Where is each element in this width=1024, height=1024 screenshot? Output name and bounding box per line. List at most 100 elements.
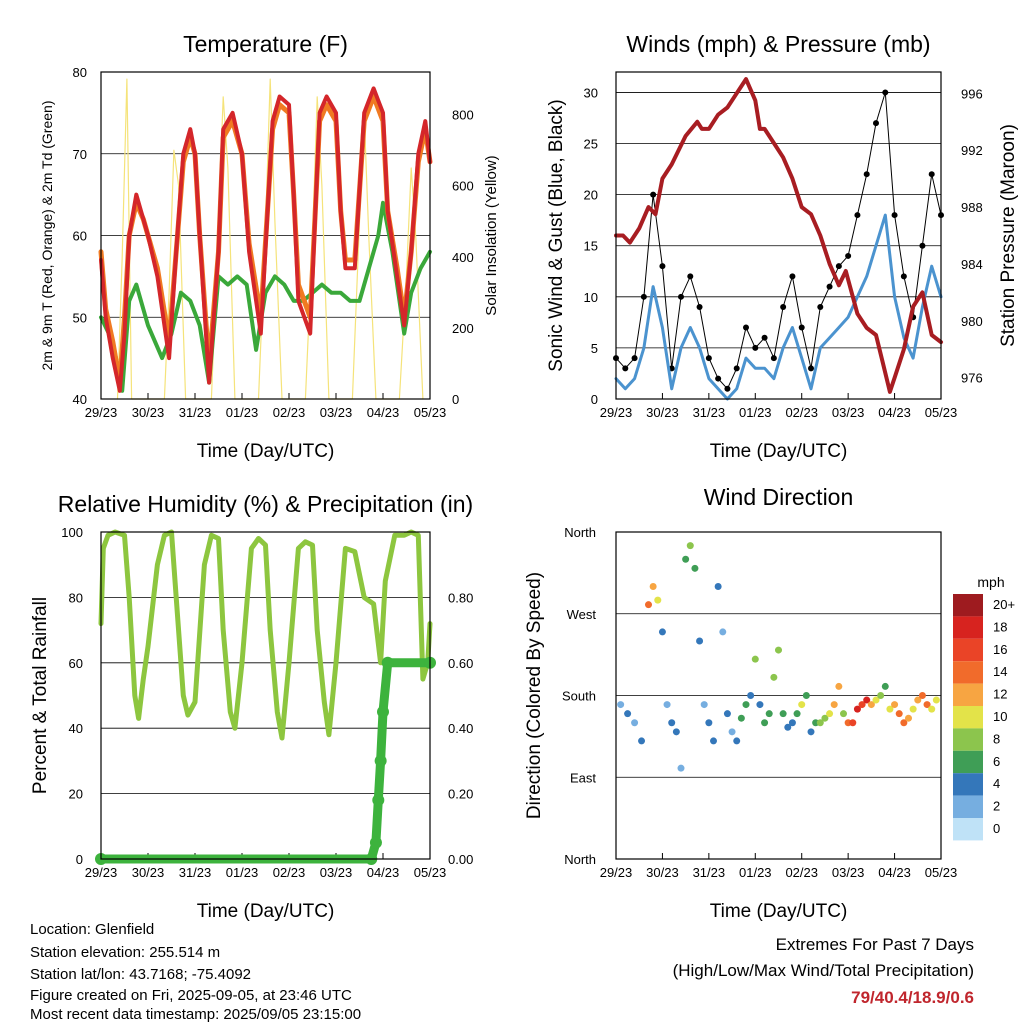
y-tick-label-humidity: 40 [69,721,83,736]
precipitation-point [381,656,394,669]
gust-line [615,91,942,390]
x-tick-label-winds: 29/23 [600,405,633,420]
direction-point [775,646,782,654]
direction-point [696,637,704,645]
colorbar-swatch [953,683,983,706]
direction-point [624,710,632,718]
direction-point [658,628,666,636]
colorbar-swatch [953,594,983,617]
x-axis-label-temperature: Time (Day/UTC) [197,441,335,462]
direction-point [710,737,717,745]
direction-point [714,583,722,590]
y2-tick-label-winds: 992 [961,143,983,158]
direction-point [840,710,847,718]
x-tick-label-winds: 31/23 [693,405,726,420]
y2-tick-label-winds: 976 [961,371,983,386]
direction-point [807,728,815,736]
direction-point [853,705,861,713]
x-tick-label-direction: 02/23 [785,865,818,880]
direction-point [886,705,894,713]
y2-tick-label-temperature: 0 [452,392,459,407]
x-tick-label-direction: 30/23 [646,865,679,880]
direction-point [909,705,917,713]
direction-point [668,719,676,727]
x-tick-label-winds: 30/23 [646,405,679,420]
chart-title-winds: Winds (mph) & Pressure (mb) [626,31,930,57]
direction-point [631,719,639,727]
y-tick-label-temperature: 80 [73,65,87,80]
chart-title-temperature: Temperature (F) [183,31,348,57]
direction-point [682,555,690,563]
direction-point [663,701,671,709]
direction-point [881,682,889,690]
direction-point [793,710,801,718]
x-tick-label-humidity: 05/23 [414,865,447,880]
direction-point [737,714,745,722]
y2-tick-label-winds: 988 [961,200,983,215]
direction-point [733,737,741,745]
direction-point [830,701,838,709]
precipitation-point [369,836,382,849]
colorbar-label: 14 [993,664,1007,679]
y2-axis-label-winds: Station Pressure (Maroon) [998,124,1019,347]
y2-tick-label-humidity: 0.40 [448,721,473,736]
most-recent-timestamp: Most recent data timestamp: 2025/09/05 2… [30,1006,362,1023]
y2-tick-label-winds: 996 [961,86,983,101]
y-tick-label-winds: 15 [584,239,598,254]
y-axis-label-winds: Sonic Wind & Gust (Blue, Black) [546,99,567,371]
direction-point [914,696,922,704]
direction-point [770,673,778,681]
precipitation-point [374,754,387,767]
plot-border [615,71,942,400]
direction-point [867,701,875,709]
direction-point [877,692,885,699]
x-tick-label-direction: 29/23 [600,865,633,880]
x-tick-label-humidity: 04/23 [367,865,400,880]
station-elevation: Station elevation: 255.514 m [30,944,221,961]
y-tick-label-humidity: 20 [69,787,83,802]
x-tick-label-temperature: 31/23 [179,405,212,420]
y2-tick-label-temperature: 200 [452,321,474,336]
y2-axis-label-temperature: Solar Insolation (Yellow) [483,155,500,315]
direction-point [742,701,750,709]
colorbar-swatch [953,818,983,841]
y-tick-label-direction: North [564,852,596,867]
precipitation-point [377,705,389,718]
x-tick-label-humidity: 29/23 [85,865,118,880]
x-tick-label-direction: 01/23 [739,865,772,880]
colorbar-label: 12 [993,687,1007,702]
direction-point [756,701,764,709]
direction-point [858,701,866,709]
direction-point [872,696,880,704]
x-tick-label-humidity: 01/23 [226,865,259,880]
direction-point [802,692,810,699]
y-tick-label-humidity: 0 [76,852,83,867]
x-axis-label-direction: Time (Day/UTC) [710,901,848,922]
direction-point [700,701,708,709]
x-tick-label-direction: 05/23 [925,865,958,880]
y-tick-label-direction: East [570,770,596,785]
x-tick-label-temperature: 03/23 [320,405,353,420]
direction-point [900,719,908,727]
x-tick-label-winds: 04/23 [878,405,911,420]
x-tick-label-temperature: 01/23 [226,405,259,420]
colorbar-swatch [953,795,983,818]
direction-point [826,710,834,718]
relative-humidity-line [98,529,433,741]
sonic-wind-line [614,213,943,401]
direction-point [863,696,871,704]
y2-tick-label-humidity: 0.00 [448,852,473,867]
extremes-values: 79/40.4/18.9/0.6 [851,988,974,1007]
y2-tick-label-temperature: 600 [452,179,474,194]
y2-tick-label-humidity: 0.20 [448,787,473,802]
y-tick-label-winds: 0 [591,392,598,407]
direction-point [719,628,727,636]
x-axis-label-humidity: Time (Day/UTC) [197,901,335,922]
plot-border [100,531,431,860]
colorbar-swatch [953,706,983,729]
direction-point [905,714,912,722]
colorbar-label: 8 [993,731,1000,746]
plot-border [615,531,942,860]
y-tick-label-humidity: 60 [69,656,83,671]
